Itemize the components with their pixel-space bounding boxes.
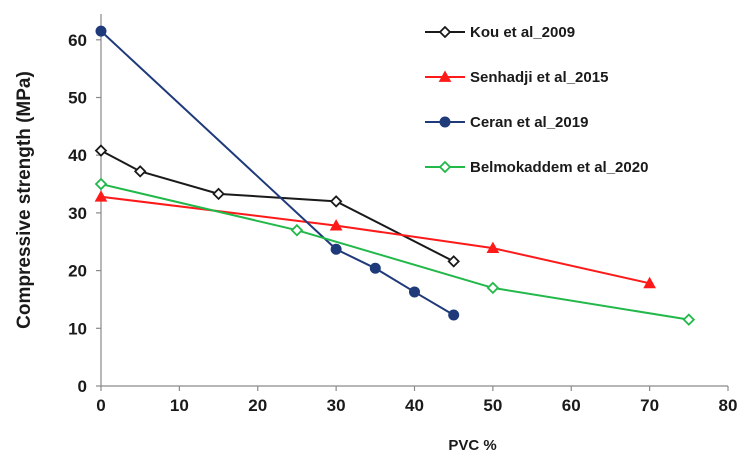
data-point-ceran-et-al-2019 xyxy=(369,262,381,274)
data-point-belmokaddem-et-al-2020 xyxy=(486,281,500,295)
x-axis-title: PVC % xyxy=(448,437,496,454)
series-line-kou-et-al-2009 xyxy=(100,149,455,263)
data-point-senhadji-et-al-2015 xyxy=(643,276,656,289)
data-point-ceran-et-al-2019 xyxy=(95,25,107,37)
y-axis-title: Compressive strength (MPa) xyxy=(14,71,35,329)
data-point-kou-et-al-2009 xyxy=(447,255,460,268)
data-point-senhadji-et-al-2015 xyxy=(94,190,108,202)
data-point-kou-et-al-2009 xyxy=(133,165,147,178)
x-tick-label: 70 xyxy=(640,396,659,415)
y-tick-label: 30 xyxy=(68,204,87,223)
data-point-ceran-et-al-2019 xyxy=(330,243,342,255)
legend-label-kou-et-al-2009: Kou et al_2009 xyxy=(470,24,575,41)
legend-label-senhadji-et-al-2015: Senhadji et al_2015 xyxy=(470,69,608,86)
legend-marker-ceran-et-al-2019 xyxy=(439,116,451,128)
x-tick-label: 40 xyxy=(405,396,424,415)
y-tick-label: 0 xyxy=(78,377,87,396)
axes: 0 10 20 30 40 50 60 0 10 20 30 40 50 60 70 80 PVC % Compr… xyxy=(14,14,737,454)
data-point-belmokaddem-et-al-2020 xyxy=(290,223,304,237)
data-point-belmokaddem-et-al-2020 xyxy=(94,177,108,191)
data-point-ceran-et-al-2019 xyxy=(409,286,420,298)
legend-label-belmokaddem-et-al-2020: Belmokaddem et al_2020 xyxy=(470,159,648,176)
x-tick-label: 0 xyxy=(96,396,105,415)
series-line-ceran-et-al-2019 xyxy=(100,30,455,316)
x-tick-label: 60 xyxy=(562,396,581,415)
data-point-kou-et-al-2009 xyxy=(94,144,108,157)
data-point-senhadji-et-al-2015 xyxy=(486,241,500,253)
y-tick-label: 10 xyxy=(68,319,87,338)
x-tick-label: 80 xyxy=(719,396,738,415)
series-line-belmokaddem-et-al-2020 xyxy=(100,183,689,321)
legend-label-ceran-et-al-2019: Ceran et al_2019 xyxy=(470,114,588,131)
y-tick-label: 60 xyxy=(68,31,87,50)
y-tick-label: 40 xyxy=(68,146,87,165)
x-tick-label: 30 xyxy=(327,396,346,415)
x-tick-label: 10 xyxy=(170,396,189,415)
data-point-kou-et-al-2009 xyxy=(329,195,343,208)
legend: Kou et al_2009 Senhadji et al_2015 Ceran e… xyxy=(425,24,648,176)
legend-marker-belmokaddem-et-al-2020 xyxy=(438,160,452,174)
legend-marker-senhadji-et-al-2015 xyxy=(438,70,452,82)
x-tick-label: 20 xyxy=(248,396,267,415)
x-tick-label: 50 xyxy=(483,396,502,415)
series-markers xyxy=(94,25,696,326)
data-point-ceran-et-al-2019 xyxy=(448,309,460,321)
legend-marker-kou-et-al-2009 xyxy=(438,25,452,39)
data-point-belmokaddem-et-al-2020 xyxy=(682,313,696,326)
data-point-senhadji-et-al-2015 xyxy=(329,219,343,231)
y-tick-label: 50 xyxy=(68,89,87,108)
y-tick-label: 20 xyxy=(68,262,87,281)
data-point-kou-et-al-2009 xyxy=(212,187,225,201)
